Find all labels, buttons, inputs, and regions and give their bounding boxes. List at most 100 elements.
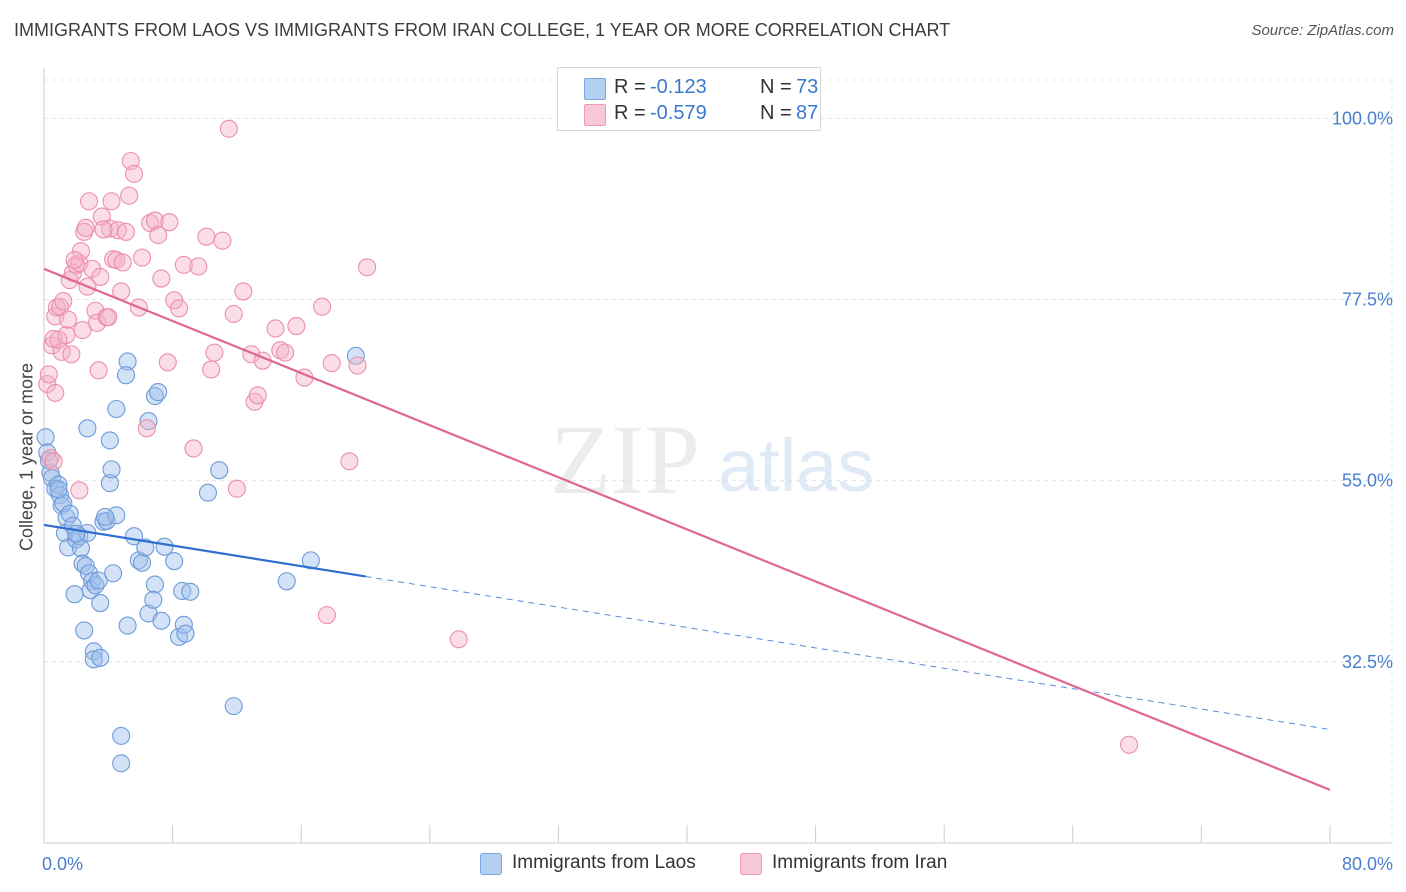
iran-point: [89, 361, 108, 380]
legend-r-label: R =: [614, 76, 646, 98]
iran-point: [313, 297, 332, 316]
iran-point: [213, 231, 232, 250]
iran-point: [317, 606, 336, 625]
iran-trend-line: [43, 267, 1331, 791]
laos-trend-line: [43, 523, 366, 578]
iran-point: [51, 297, 70, 316]
iran-point: [158, 353, 177, 372]
iran-point: [224, 304, 243, 324]
iran-point: [39, 365, 58, 384]
laos-point: [176, 624, 195, 643]
iran-point: [287, 317, 306, 336]
iran-point: [248, 386, 267, 405]
watermark: ZIP atlas: [550, 404, 874, 515]
legend-n-value: 87: [796, 102, 819, 124]
iran-point: [76, 218, 95, 237]
iran-point: [227, 479, 246, 498]
laos-trend-extension: [365, 575, 1331, 730]
iran-point: [202, 360, 221, 379]
iran-point: [116, 222, 136, 241]
iran-point: [149, 226, 168, 245]
iran-point: [41, 449, 60, 468]
iran-point: [71, 242, 91, 261]
iran-point: [99, 308, 118, 327]
laos-point: [73, 554, 92, 573]
laos-point: [118, 616, 137, 635]
laos-point: [136, 538, 155, 557]
laos-point: [198, 483, 218, 502]
laos-point: [112, 754, 131, 773]
laos-point: [112, 726, 131, 745]
laos-point: [277, 572, 296, 591]
iran-point: [322, 354, 341, 373]
iran-point: [340, 452, 359, 471]
y-tick-label: 32.5%: [1342, 652, 1393, 672]
iran-point: [54, 292, 73, 311]
chart-title: IMMIGRANTS FROM LAOS VS IMMIGRANTS FROM …: [14, 20, 951, 40]
iran-point: [79, 192, 99, 211]
data-points: [36, 119, 1139, 773]
laos-point: [144, 590, 163, 609]
legend-n-label: N =: [760, 102, 792, 124]
laos-point: [107, 399, 126, 419]
laos-point: [210, 461, 229, 480]
laos-point: [36, 428, 55, 447]
laos-point: [65, 585, 84, 604]
iran-point: [133, 248, 152, 267]
laos-point: [89, 571, 108, 590]
laos-point: [78, 419, 97, 438]
bottom-swatch-laos: [480, 853, 502, 875]
legend-swatch-laos: [584, 78, 606, 100]
laos-point: [116, 366, 136, 385]
watermark-zip: ZIP: [550, 404, 700, 515]
legend-n-label: N =: [760, 76, 792, 98]
bottom-swatch-iran: [740, 853, 762, 875]
laos-point: [224, 697, 243, 716]
x-tick-label: 0.0%: [42, 854, 83, 874]
iran-point: [44, 452, 63, 471]
iran-point: [160, 213, 179, 232]
laos-point: [54, 494, 73, 513]
iran-point: [189, 257, 208, 276]
laos-point: [84, 650, 103, 669]
iran-point: [1120, 735, 1139, 754]
iran-point: [184, 439, 203, 458]
tick-labels: 32.5% 55.0% 77.5% 100.0% 0.0% 80.0%: [42, 108, 1393, 874]
laos-point: [102, 460, 121, 479]
iran-point: [137, 419, 156, 438]
iran-point: [266, 319, 285, 338]
x-tick-label: 80.0%: [1342, 854, 1393, 874]
watermark-atlas: atlas: [718, 424, 874, 507]
iran-point: [197, 227, 216, 246]
iran-point: [145, 211, 164, 230]
iran-point: [102, 192, 121, 211]
laos-point: [118, 352, 137, 371]
legend-swatch-iran: [584, 104, 606, 126]
iran-point: [219, 119, 238, 138]
laos-point: [301, 551, 320, 570]
bottom-legend-iran-label: Immigrants from Iran: [772, 852, 948, 873]
iran-point: [120, 186, 139, 205]
iran-point: [205, 343, 224, 362]
iran-point: [113, 253, 132, 272]
laos-point: [91, 593, 110, 613]
y-tick-label: 77.5%: [1342, 289, 1393, 309]
iran-point: [449, 630, 468, 649]
laos-point: [104, 564, 123, 583]
trend-lines: [43, 267, 1331, 791]
bottom-legend-laos-label: Immigrants from Laos: [512, 852, 696, 873]
laos-point: [60, 504, 79, 523]
laos-point: [165, 552, 184, 571]
iran-point: [73, 321, 92, 340]
iran-point: [276, 343, 295, 362]
y-tick-label: 55.0%: [1342, 471, 1393, 491]
laos-point: [71, 539, 91, 558]
iran-point: [70, 481, 89, 500]
stats-legend: R = -0.123 N = 73 R = -0.579 N = 87: [557, 67, 821, 131]
axes: [43, 68, 1392, 844]
iran-point: [169, 299, 189, 318]
iran-point: [65, 250, 84, 270]
laos-point: [152, 611, 171, 630]
laos-point: [67, 524, 86, 543]
laos-point: [149, 383, 168, 402]
